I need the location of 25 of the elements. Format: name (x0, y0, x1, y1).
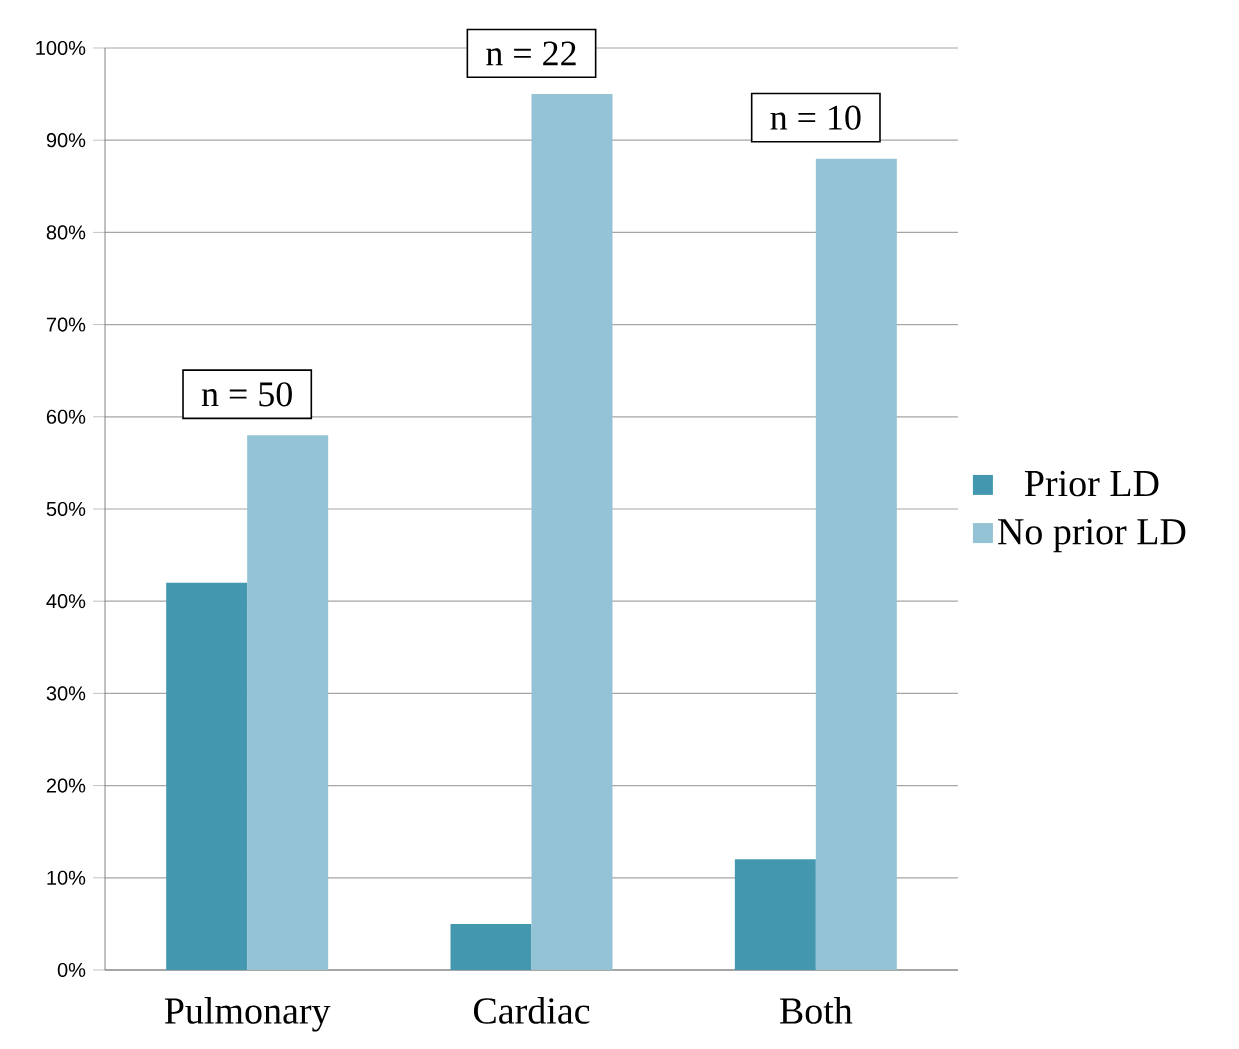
y-tick-label: 30% (46, 686, 86, 701)
y-tick-label: 20% (46, 778, 86, 793)
y-tick-label: 10% (47, 870, 86, 885)
y-tick-label: 70% (46, 317, 86, 332)
x-tick-label: Both (779, 997, 853, 1024)
bar (247, 435, 329, 970)
bar (450, 923, 532, 970)
bar (734, 859, 816, 970)
x-tick-label: Cardiac (473, 997, 590, 1024)
bar (531, 94, 613, 970)
y-tick-label: 50% (46, 501, 86, 517)
annotation: n = 50 (201, 382, 292, 407)
legend-label: No prior LD (998, 518, 1186, 553)
x-tick-label: Pulmonary (164, 997, 331, 1032)
y-tick-label: 80% (46, 225, 86, 240)
annotation: n = 10 (770, 105, 861, 130)
y-tick-label: 60% (46, 409, 86, 424)
bar (815, 158, 897, 970)
y-tick-label: 100% (36, 40, 86, 56)
legend-label: Prior LD (1024, 470, 1159, 497)
annotation: n = 22 (486, 41, 576, 66)
y-tick-label: 90% (46, 133, 86, 148)
y-tick-label: 40% (46, 594, 86, 609)
y-tick-label: 0% (57, 962, 86, 978)
bar (166, 582, 248, 970)
